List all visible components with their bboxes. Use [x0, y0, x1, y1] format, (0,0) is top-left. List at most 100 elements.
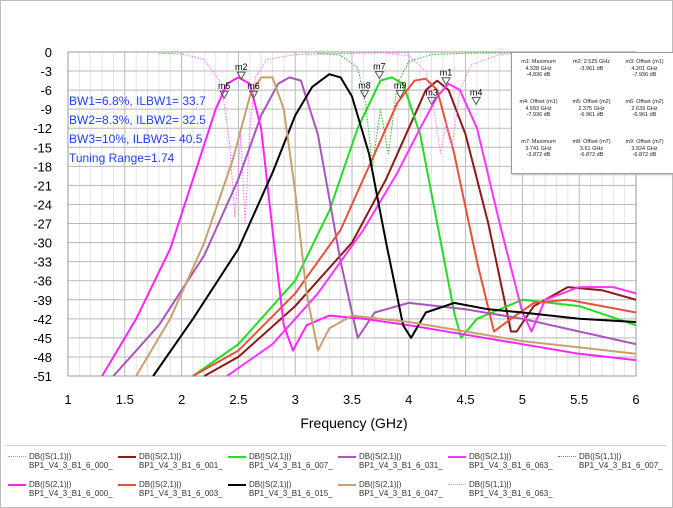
- annotation-text: BW2=8.3%, ILBW2= 32.5: [69, 113, 206, 127]
- legend-label: DB(|S(2,1)|) BP1_V4_3_B1_6_001_: [139, 452, 223, 470]
- y-tick-label: -6: [40, 83, 52, 98]
- series-group: [101, 52, 637, 377]
- marker-table-text: -6.872 dB: [579, 152, 604, 158]
- y-tick-label: -15: [33, 140, 52, 155]
- x-tick-label: 5: [519, 392, 526, 407]
- series-line-9: [152, 73, 637, 377]
- x-tick-label: 4: [405, 392, 412, 407]
- marker-label-m3: m3: [425, 87, 438, 97]
- legend-swatch: [8, 456, 26, 457]
- y-tick-label: -51: [33, 369, 52, 384]
- marker-table-cell: m5: Offset (m2) 2.375 GHz -6.961 dB: [565, 93, 618, 133]
- marker-table-text: -3.961 dB: [579, 65, 604, 72]
- legend-label-line: DB(|S(2,1)|): [469, 452, 512, 461]
- marker-label-m8: m8: [358, 81, 371, 91]
- marker-label-m2: m2: [235, 62, 248, 72]
- marker-table-text: m4: Offset (m1): [519, 99, 558, 105]
- y-tick-label: -12: [33, 121, 52, 136]
- legend-label-line: DB(|S(2,1)|): [249, 452, 292, 461]
- legend-label-line: DB(|S(1,1)|): [579, 452, 622, 461]
- x-tick-label: 6: [632, 392, 639, 407]
- legend-label: DB(|S(2,1)|) BP1_V4_3_B1_6_000_: [29, 480, 113, 498]
- annotation-text: Tuning Range=1.74: [69, 151, 175, 165]
- legend-label-line: DB(|S(1,1)|): [29, 452, 72, 461]
- y-tick-label: -48: [33, 350, 52, 365]
- marker-table-text: -7.936 dB: [632, 72, 657, 78]
- marker-m1: [441, 77, 451, 86]
- legend-swatch: [118, 456, 136, 458]
- legend-label-line: DB(|S(1,1)|): [469, 480, 512, 489]
- annotation-text: BW3=10%, ILBW3= 40.5: [69, 132, 203, 146]
- marker-table-cell: m7: Maximum 3.741 GHz -3.872 dB: [512, 133, 565, 173]
- marker-table-text: -3.872 dB: [526, 152, 551, 158]
- marker-table-text: m1: Maximum: [521, 59, 556, 65]
- legend-label: DB(|S(2,1)|) BP1_V4_3_B1_6_031_: [359, 452, 443, 470]
- marker-table-cell: m1: Maximum 4.328 GHz -4.836 dB: [512, 53, 565, 93]
- annotations-group: BW1=6.8%, ILBW1= 33.7 BW2=8.3%, ILBW2= 32…: [69, 94, 206, 165]
- marker-table-row: m7: Maximum 3.741 GHz -3.872 dB m8: Offset …: [512, 133, 673, 173]
- marker-table-text: -7.936 dB: [526, 112, 551, 118]
- legend-label-line: DB(|S(2,1)|): [359, 452, 402, 461]
- x-tick-label: 3: [292, 392, 299, 407]
- legend-label: DB(|S(2,1)|) BP1_V4_3_B1_6_007_: [249, 452, 333, 470]
- marker-label-m7: m7: [373, 62, 386, 72]
- marker-label-m5: m5: [218, 81, 231, 91]
- legend-label: DB(|S(1,1)|) BP1_V4_3_B1_6_000_: [29, 452, 113, 470]
- marker-table-text: m9: Offset (m7): [625, 139, 664, 145]
- marker-table-cell: m4: Offset (m1) 4.593 GHz -7.936 dB: [512, 93, 565, 133]
- legend-label-line: BP1_V4_3_B1_6_063_: [469, 489, 553, 498]
- series-line-5: [226, 82, 637, 377]
- series-line-8: [192, 77, 637, 377]
- marker-table-row: m1: Maximum 4.328 GHz -4.836 dB m2: 2.525 G…: [512, 53, 673, 93]
- marker-table-text: -6.872 dB: [632, 152, 657, 158]
- marker-m8: [359, 90, 370, 99]
- marker-table-text: 2.633 GHz: [631, 105, 658, 112]
- marker-m5: [219, 90, 230, 100]
- y-tick-label: -3: [40, 64, 52, 79]
- marker-m3: [426, 96, 437, 106]
- y-tick-label: -42: [33, 312, 52, 327]
- marker-table-text: m3: Offset (m1): [625, 59, 664, 65]
- marker-table-text: 4.328 GHz: [525, 65, 552, 72]
- marker-table-cell: m8: Offset (m7) 3.61 GHz -6.872 dB: [565, 133, 618, 173]
- legend-label-line: BP1_V4_3_B1_6_007_: [579, 461, 663, 470]
- legend-label-line: BP1_V4_3_B1_6_003_: [139, 489, 223, 498]
- legend-label: DB(|S(1,1)|) BP1_V4_3_B1_6_007_: [579, 452, 663, 470]
- x-tick-label: 2.5: [229, 392, 247, 407]
- marker-table-cell: m3: Offset (m1) 4.201 GHz -7.936 dB: [618, 53, 671, 93]
- x-axis-ticks: 1 1.5 2 2.5 3 3.5 4 4.5 5 5.5 6: [64, 392, 639, 407]
- y-tick-label: -39: [33, 293, 52, 308]
- x-tick-label: 5.5: [570, 392, 588, 407]
- legend-label-line: BP1_V4_3_B1_6_015_: [249, 489, 333, 498]
- x-tick-label: 3.5: [343, 392, 361, 407]
- marker-table-text: [565, 72, 618, 79]
- series-line-3: [192, 76, 637, 377]
- legend-label-line: BP1_V4_3_B1_6_001_: [139, 461, 223, 470]
- y-tick-label: -27: [33, 217, 52, 232]
- legend-label: DB(|S(2,1)|) BP1_V4_3_B1_6_063_: [469, 452, 553, 470]
- annotation-text: BW1=6.8%, ILBW1= 33.7: [69, 94, 206, 108]
- y-tick-label: 0: [45, 45, 52, 60]
- legend-swatch: [118, 484, 136, 486]
- grid: [67, 51, 637, 377]
- marker-table-text: 4.593 GHz: [525, 105, 552, 112]
- legend-label-line: BP1_V4_3_B1_6_031_: [359, 461, 443, 470]
- marker-table-text: m5: Offset (m2): [572, 99, 611, 105]
- marker-m6: [248, 90, 259, 100]
- marker-label-m9: m9: [394, 81, 407, 91]
- plot-border: [67, 51, 637, 377]
- marker-label-m4: m4: [470, 87, 483, 97]
- y-tick-label: -36: [33, 274, 52, 289]
- marker-label-m1: m1: [440, 68, 453, 78]
- legend-swatch: [8, 484, 26, 486]
- legend-label-line: BP1_V4_3_B1_6_000_: [29, 489, 113, 498]
- marker-table-cell: m6: Offset (m2) 2.633 GHz -6.961 dB: [618, 93, 671, 133]
- marker-table-text: -6.961 dB: [579, 112, 604, 118]
- legend-label-line: DB(|S(2,1)|): [359, 480, 402, 489]
- marker-table: m1: Maximum 4.328 GHz -4.836 dB m2: 2.525 G…: [511, 52, 673, 174]
- legend: DB(|S(1,1)|) BP1_V4_3_B1_6_000_ DB(|S(2,1)…: [6, 445, 666, 504]
- legend-label: DB(|S(2,1)|) BP1_V4_3_B1_6_003_: [139, 480, 223, 498]
- marker-table-row: m4: Offset (m1) 4.593 GHz -7.936 dB m5: Off…: [512, 93, 673, 133]
- marker-table-text: m7: Maximum: [521, 139, 556, 145]
